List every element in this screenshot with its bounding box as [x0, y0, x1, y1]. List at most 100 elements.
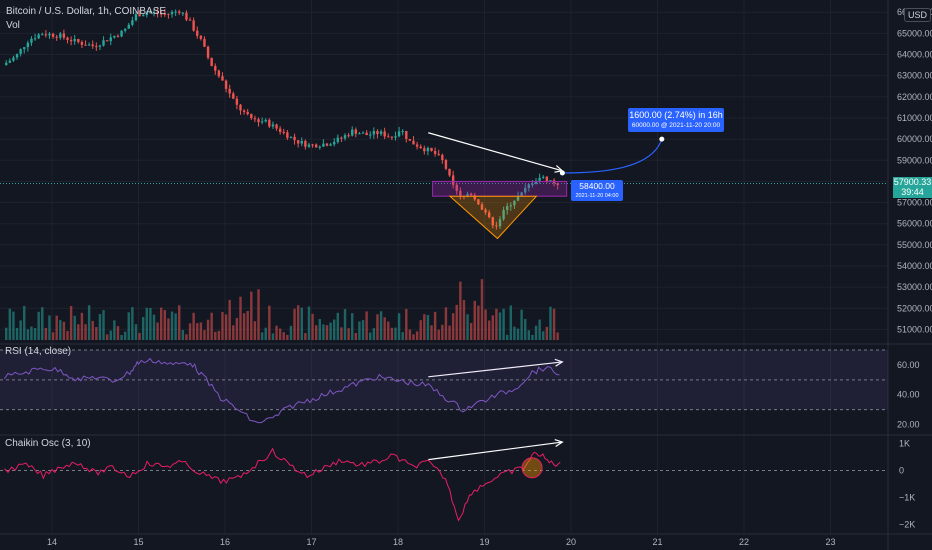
volume-bar: [376, 314, 379, 340]
projection-curve: [562, 138, 663, 174]
volume-bar: [296, 305, 300, 340]
candle-body: [160, 13, 163, 15]
chaikin-axis-label-0: 1K: [899, 438, 910, 448]
candle-body: [383, 131, 386, 137]
volume-bar: [113, 320, 116, 340]
candle-body: [480, 204, 484, 210]
candle-body: [217, 70, 221, 77]
candle-body: [314, 144, 318, 148]
volume-bar: [278, 328, 282, 340]
symbol-title[interactable]: Bitcoin / U.S. Dollar, 1h, COINBASE: [6, 6, 167, 17]
chaikin-axis-label-1: 0: [899, 465, 904, 475]
candle-body: [149, 12, 152, 14]
volume-bar: [214, 331, 217, 340]
chaikin-axis-label-3: −2K: [899, 520, 915, 530]
candle-body: [289, 136, 293, 138]
chaikin-divergence-line-head: [554, 438, 564, 447]
time-axis-label: 16: [220, 537, 230, 547]
drawings[interactable]: [428, 132, 665, 461]
entry-price: 58400.00: [579, 181, 615, 191]
volume-bar: [311, 313, 314, 340]
price-axis-label: 55000.00: [897, 240, 932, 250]
volume-bar: [156, 322, 159, 340]
candle-body: [41, 34, 44, 36]
candle-body: [264, 119, 267, 122]
candle-body: [451, 175, 455, 185]
volume-bar: [84, 324, 87, 340]
rsi-divergence-line-head: [554, 358, 564, 367]
volume-bar: [365, 311, 368, 340]
volume-bar: [131, 307, 134, 340]
rsi-title[interactable]: RSI (14, close): [5, 346, 72, 357]
candle-body: [329, 144, 332, 146]
volume-bar: [134, 324, 138, 340]
volume-bar: [412, 334, 415, 340]
time-axis-label: 17: [307, 537, 317, 547]
candle-body: [203, 38, 206, 47]
rsi-axis-label-1: 40.00: [897, 390, 920, 400]
volume-bar: [199, 322, 203, 340]
volume-bar: [347, 328, 350, 340]
candle-body: [351, 129, 354, 136]
price-axis-label: 51000.00: [897, 324, 932, 334]
price-axis-label: 65000.00: [897, 28, 932, 38]
volume-bar: [556, 332, 559, 340]
candle-body: [491, 217, 494, 226]
candle-body: [437, 153, 440, 155]
volume-bar: [459, 281, 462, 340]
chaikin-title[interactable]: Chaikin Osc (3, 10): [5, 438, 91, 449]
candle-body: [487, 212, 491, 218]
volume-bar: [271, 333, 275, 340]
price-axis-label: 63000.00: [897, 71, 932, 81]
candle-body: [188, 19, 192, 21]
candle-body: [469, 193, 473, 196]
volume-bar: [95, 327, 98, 340]
candle-body: [325, 143, 329, 146]
volume-bar: [379, 311, 383, 340]
volume-bar: [217, 330, 221, 340]
candle-body: [145, 13, 148, 16]
volume-bars: [5, 279, 559, 340]
candle-body: [441, 154, 444, 161]
candle-body: [509, 205, 513, 207]
candle-body: [69, 39, 73, 42]
candle-body: [98, 45, 102, 47]
time-axis-label: 22: [739, 537, 749, 547]
candle-body: [239, 104, 242, 111]
time-axis-label: 15: [134, 537, 144, 547]
rsi-line: [3, 357, 560, 424]
projection-end-dot: [659, 136, 665, 142]
candle-body: [235, 98, 239, 105]
volume-bar: [502, 308, 505, 340]
candle-body: [59, 33, 62, 38]
candle-body: [170, 11, 174, 15]
volume-bar: [51, 332, 55, 340]
currency-badge[interactable]: USD: [904, 8, 932, 22]
candle-body: [55, 36, 58, 38]
price-axis-label: 60000.00: [897, 134, 932, 144]
entry-time: 2021-11-20 04:00: [575, 193, 619, 199]
candle-body: [333, 142, 336, 145]
candle-body: [542, 176, 545, 178]
candle-body: [534, 180, 538, 184]
volume-bar: [369, 332, 372, 340]
candle-body: [473, 195, 476, 200]
candle-body: [260, 121, 264, 123]
chaikin-line: [4, 447, 561, 522]
volume-bar: [120, 334, 123, 340]
candle-body: [152, 11, 156, 13]
volume-bar: [105, 334, 109, 340]
volume-bar: [423, 314, 426, 340]
candle-body: [296, 140, 300, 144]
time-axis-label: 20: [566, 537, 576, 547]
candle-body: [498, 219, 502, 227]
volume-bar: [8, 308, 12, 340]
volume-label: Vol: [6, 20, 20, 31]
rsi-pane: [0, 349, 888, 424]
candle-body: [95, 46, 98, 48]
last-price-tag: 57900.33 39:44: [893, 177, 932, 198]
volume-bar: [210, 312, 213, 340]
candle-body: [51, 33, 55, 37]
volume-bar: [343, 309, 347, 340]
